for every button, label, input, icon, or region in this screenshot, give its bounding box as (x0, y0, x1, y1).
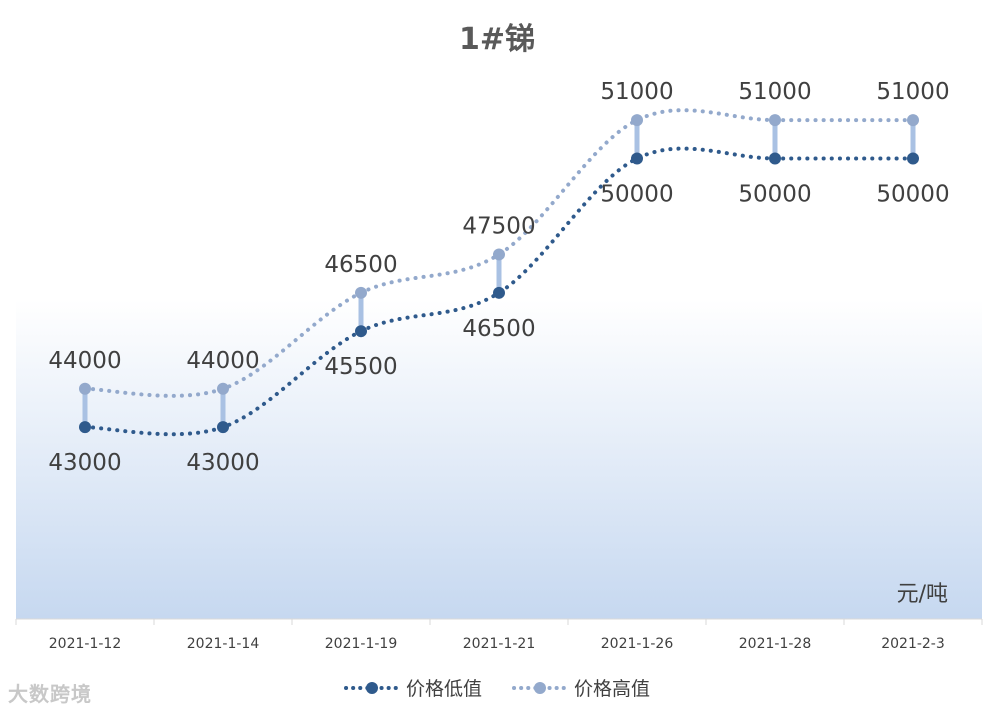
data-point (355, 325, 367, 338)
legend-marker-low-icon (343, 681, 400, 694)
data-point (907, 114, 919, 127)
data-point (79, 421, 91, 434)
data-label: 47500 (462, 213, 535, 239)
x-tick-label: 2021-1-28 (739, 636, 811, 652)
data-label: 43000 (48, 450, 121, 476)
x-tick-label: 2021-1-12 (49, 636, 121, 652)
unit-label: 元/吨 (896, 582, 948, 607)
legend-marker-high-icon (512, 681, 568, 694)
x-tick-label: 2021-1-21 (463, 636, 535, 652)
legend-label-low: 价格低值 (405, 678, 482, 700)
data-label: 51000 (876, 79, 949, 105)
legend-label-high: 价格高值 (574, 678, 651, 700)
plot-area (16, 5, 982, 619)
data-point (493, 286, 505, 299)
data-label: 46500 (462, 316, 535, 342)
x-tick-label: 2021-1-14 (187, 636, 260, 652)
data-point (769, 152, 781, 165)
data-point (631, 152, 643, 165)
x-tick-label: 2021-1-26 (601, 636, 674, 652)
data-label: 44000 (186, 348, 259, 374)
data-label: 51000 (738, 79, 811, 105)
data-point (907, 152, 919, 165)
data-point (79, 382, 91, 395)
data-point (769, 114, 781, 127)
data-label: 43000 (186, 450, 259, 476)
data-point (217, 421, 229, 434)
data-point (631, 114, 643, 127)
x-tick-label: 2021-1-19 (325, 636, 397, 652)
legend-item-low[interactable]: 价格低值 (343, 674, 482, 701)
watermark-logo: 大数跨境 (8, 682, 92, 706)
data-label: 44000 (48, 348, 121, 374)
data-label: 50000 (876, 182, 949, 208)
data-label: 50000 (738, 182, 811, 208)
x-tick-label: 2021-2-3 (881, 636, 945, 652)
data-point (217, 382, 229, 395)
data-point (355, 286, 367, 299)
legend: 价格低值 价格高值 (0, 674, 994, 701)
data-label: 51000 (600, 79, 673, 105)
data-label: 50000 (600, 182, 673, 208)
legend-item-high[interactable]: 价格高值 (512, 674, 650, 701)
data-label: 46500 (324, 252, 397, 278)
data-label: 45500 (324, 354, 397, 380)
data-point (493, 248, 505, 261)
chart-title: 1#锑 (458, 22, 535, 57)
